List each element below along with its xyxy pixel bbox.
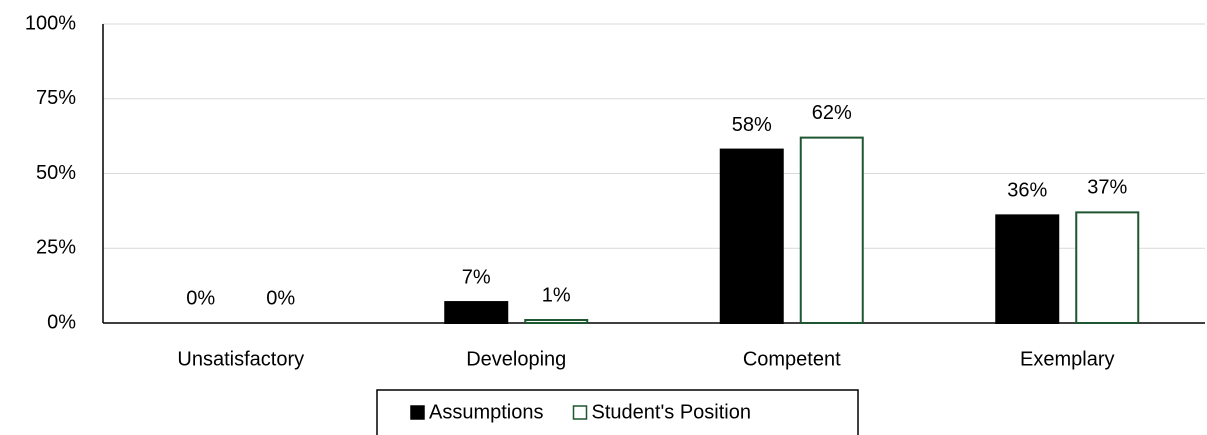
- data-label: 0%: [186, 287, 215, 309]
- data-label: 36%: [1007, 180, 1047, 202]
- bar: [995, 214, 1060, 324]
- legend-swatch: [410, 405, 425, 420]
- x-tick-label: Competent: [743, 348, 841, 370]
- bar: [524, 319, 589, 325]
- bar: [799, 136, 864, 324]
- y-tick-label: 25%: [36, 237, 76, 259]
- data-label: 62%: [812, 102, 852, 124]
- bar: [444, 301, 509, 325]
- data-label: 58%: [732, 114, 772, 136]
- y-tick-label: 100%: [25, 12, 76, 34]
- legend-label: Student's Position: [592, 401, 751, 423]
- bar: [719, 148, 784, 324]
- data-label: 1%: [542, 284, 571, 306]
- legend-label: Assumptions: [429, 401, 544, 423]
- data-label: 37%: [1087, 177, 1127, 199]
- data-label: 0%: [266, 287, 295, 309]
- x-tick-label: Unsatisfactory: [177, 348, 304, 370]
- y-tick-label: 50%: [36, 162, 76, 184]
- x-tick-label: Developing: [466, 348, 566, 370]
- bar: [1075, 211, 1140, 324]
- legend-swatch: [572, 405, 588, 420]
- data-label: 7%: [462, 266, 491, 288]
- x-tick-label: Exemplary: [1020, 348, 1114, 370]
- y-tick-label: 0%: [47, 311, 76, 333]
- y-tick-label: 75%: [36, 87, 76, 109]
- legend-box: [376, 389, 859, 435]
